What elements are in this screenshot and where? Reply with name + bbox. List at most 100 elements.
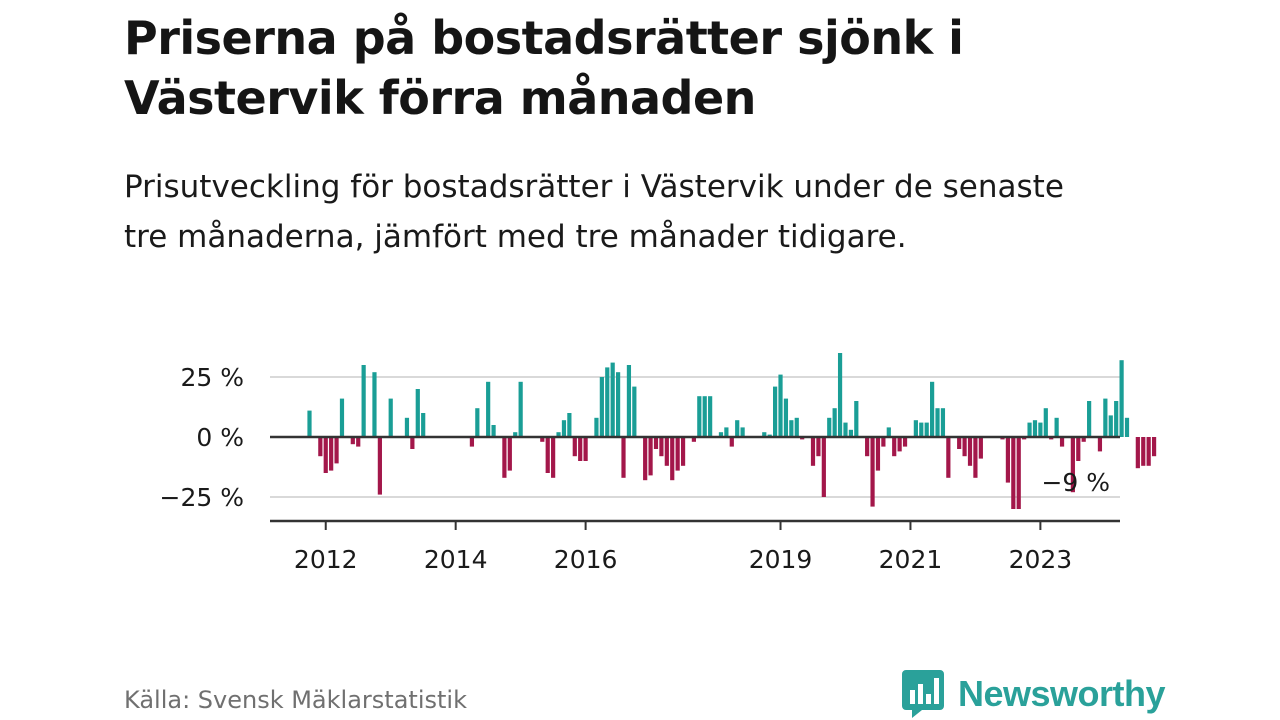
chart-subtitle: Prisutveckling för bostadsrätter i Väste… <box>124 169 1064 255</box>
bar <box>821 437 826 497</box>
bar <box>702 396 707 437</box>
bar <box>794 417 799 437</box>
bar <box>962 437 967 457</box>
bar <box>762 432 767 437</box>
bar <box>1038 422 1043 437</box>
bar <box>1135 437 1140 469</box>
bar <box>708 396 713 437</box>
x-tick-label: 2023 <box>1009 545 1073 574</box>
bar <box>1054 417 1059 437</box>
bar <box>318 437 323 457</box>
bar <box>827 417 832 437</box>
bar <box>832 408 837 437</box>
bar <box>605 367 610 437</box>
bar <box>735 420 740 437</box>
bar <box>513 432 518 437</box>
bar <box>583 437 588 461</box>
bar <box>1146 437 1151 466</box>
bar <box>356 437 361 447</box>
bar <box>350 437 355 445</box>
bar <box>545 437 550 473</box>
y-tick-label: 0 % <box>196 423 244 452</box>
bar <box>691 437 696 442</box>
bar <box>421 413 426 437</box>
x-tick-label: 2014 <box>424 545 488 574</box>
bar <box>897 437 902 452</box>
bar <box>848 429 853 437</box>
bar <box>940 408 946 437</box>
bar <box>415 389 420 437</box>
newsworthy-logo[interactable]: Newsworthy <box>902 670 1166 718</box>
bar <box>404 417 410 437</box>
bar <box>1032 420 1038 437</box>
brand-name: Newsworthy <box>958 673 1166 714</box>
bar <box>567 413 572 437</box>
bar <box>875 437 881 471</box>
bar <box>967 437 973 466</box>
x-tick-label: 2021 <box>879 545 943 574</box>
bar <box>1081 437 1086 442</box>
bar <box>1027 422 1032 437</box>
bar <box>329 437 334 471</box>
bar <box>837 353 843 437</box>
bar <box>773 386 778 437</box>
bar <box>1097 437 1103 452</box>
bar <box>1043 408 1048 437</box>
bar <box>865 437 870 457</box>
bar <box>475 408 480 437</box>
bar <box>377 437 382 495</box>
bar <box>572 437 577 457</box>
bar <box>632 386 637 437</box>
bar <box>778 374 783 437</box>
bar <box>659 437 664 457</box>
bar <box>1016 437 1021 509</box>
bar <box>973 437 978 478</box>
source-credit: Källa: Svensk Mäklarstatistik <box>124 686 467 714</box>
bar <box>718 432 724 437</box>
bar <box>902 437 908 447</box>
bar <box>913 420 918 437</box>
bar <box>1070 437 1075 493</box>
bar <box>957 437 962 449</box>
bar <box>323 437 328 473</box>
bar <box>881 437 886 447</box>
bar <box>854 401 859 437</box>
bar <box>643 437 648 481</box>
bar-chart-speech-bubble-icon <box>902 670 944 718</box>
bar <box>556 432 561 437</box>
bar <box>924 422 929 437</box>
bar <box>810 437 816 466</box>
bar <box>410 437 415 449</box>
bar <box>1141 437 1146 466</box>
bar <box>729 437 734 447</box>
bar <box>675 437 680 471</box>
x-tick-label: 2019 <box>749 545 813 574</box>
y-tick-label: 25 % <box>180 363 244 392</box>
bar <box>616 372 621 437</box>
y-tick-label: −25 % <box>160 483 244 512</box>
bar <box>594 417 599 437</box>
bar <box>935 408 940 437</box>
bar <box>789 420 794 437</box>
bar <box>653 437 659 449</box>
bar <box>1124 417 1130 437</box>
bar <box>561 420 567 437</box>
bar <box>1087 401 1092 437</box>
x-tick-label: 2016 <box>554 545 618 574</box>
bar <box>664 437 669 466</box>
bar <box>740 427 745 437</box>
last-value-label: −9 % <box>1041 468 1110 497</box>
bar <box>1103 398 1108 437</box>
bar <box>610 362 615 437</box>
bar <box>892 437 897 457</box>
bar <box>372 372 377 437</box>
bar <box>626 365 632 437</box>
bar <box>1108 415 1113 437</box>
bar <box>621 437 626 478</box>
bar <box>930 381 935 437</box>
bar <box>1119 360 1124 437</box>
bar <box>507 437 512 471</box>
bar <box>491 425 496 437</box>
bar <box>1076 437 1081 461</box>
bar <box>1011 437 1016 509</box>
